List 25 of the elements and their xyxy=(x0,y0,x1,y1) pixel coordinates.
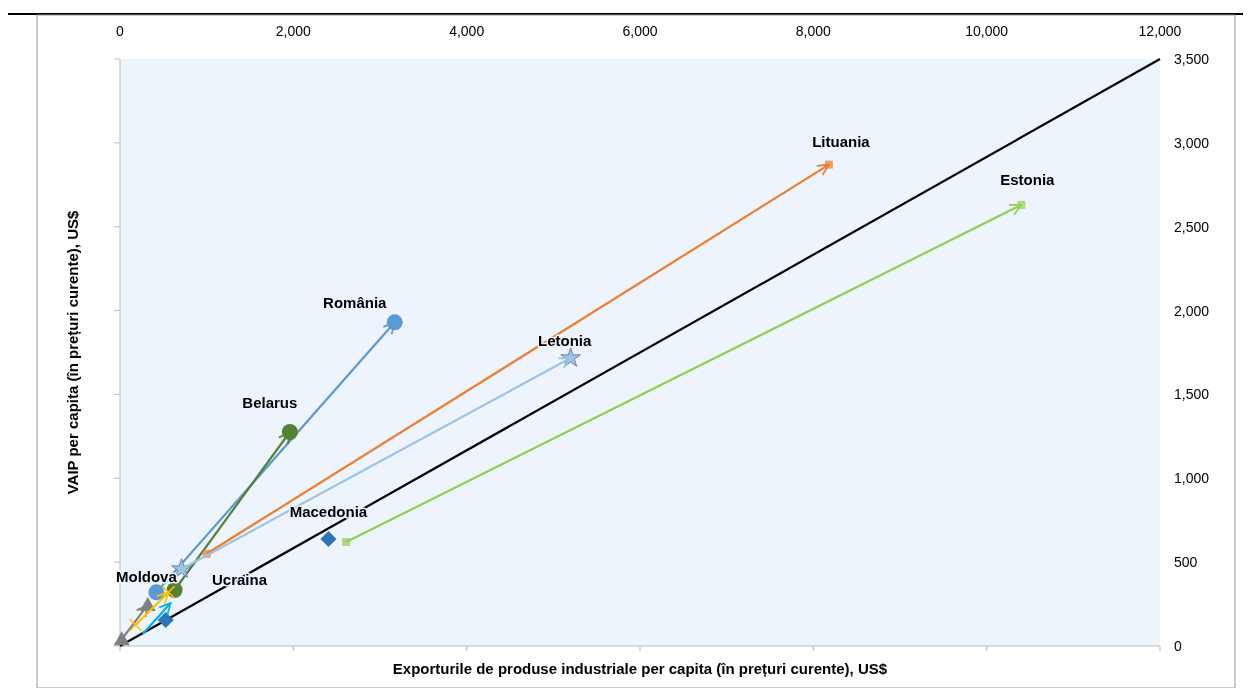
annotation: Lituania xyxy=(812,132,871,150)
y-tick-label: 2,000 xyxy=(1174,302,1210,319)
point xyxy=(128,618,143,632)
y-tick-label: 1,500 xyxy=(1174,386,1210,403)
point xyxy=(157,612,174,628)
y-tick-label: 3,000 xyxy=(1174,134,1210,151)
point xyxy=(161,585,176,600)
y-tick-label: 500 xyxy=(1174,554,1198,571)
x-tick-label: 12,000 xyxy=(1138,23,1182,39)
annotation: România xyxy=(323,294,388,312)
x-tick-label: 2,000 xyxy=(275,23,312,39)
annotation: Belarus xyxy=(242,394,298,411)
point xyxy=(320,531,337,547)
y-axis-title: VAIP per capita (în prețuri curente), US$ xyxy=(64,210,81,495)
y-tick-label: 0 xyxy=(1174,638,1182,654)
y-tick-label: 1,000 xyxy=(1174,470,1210,487)
x-axis-title: Exporturile de produse industriale per capita (în prețuri curente), US$ xyxy=(392,660,888,677)
x-tick-label: 0 xyxy=(116,23,125,39)
annotation: Estonia xyxy=(1000,170,1056,188)
x-tick-label: 10,000 xyxy=(965,23,1009,39)
x-tick-label: 4,000 xyxy=(449,23,485,39)
x-tick-label: 6,000 xyxy=(622,23,658,39)
x-tick-label: 8,000 xyxy=(795,23,832,39)
y-tick-label: 3,500 xyxy=(1174,51,1210,67)
y-tick-label: 2,500 xyxy=(1174,218,1210,235)
